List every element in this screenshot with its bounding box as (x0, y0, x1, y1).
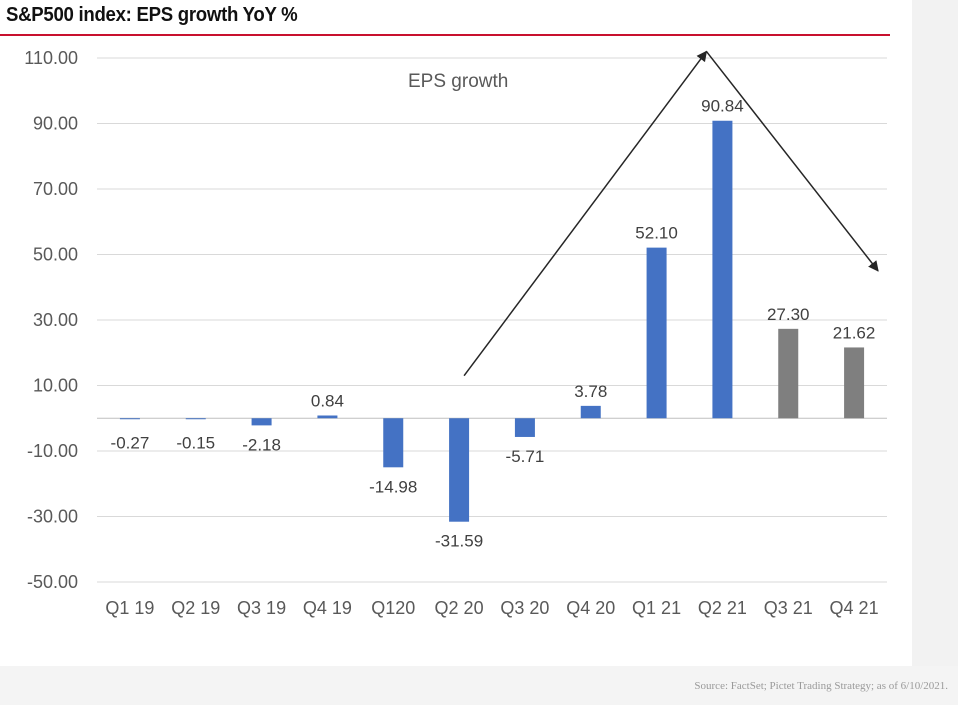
data-label: -14.98 (369, 477, 417, 496)
trend-arrows (463, 50, 879, 377)
bar-q2-21 (712, 120, 733, 419)
bar-q4-19 (317, 415, 338, 419)
trend-arrow-down (705, 50, 879, 272)
y-axis-ticks: 110.00 90.00 70.00 50.00 30.00 10.00 -10.00 -30… (24, 48, 78, 592)
y-tick-label: 110.00 (24, 48, 78, 68)
x-tick-label: Q1 21 (632, 598, 681, 618)
x-tick-label: Q1 19 (105, 598, 154, 618)
source-note: Source: FactSet; Pictet Trading Strategy… (694, 680, 948, 692)
y-tick-label: 30.00 (33, 310, 78, 330)
bar-q1-19 (119, 418, 140, 420)
data-label: -0.15 (176, 433, 215, 452)
bar-q4-20 (580, 405, 601, 419)
bar-q3-19 (251, 418, 272, 426)
y-tick-label: 50.00 (33, 245, 78, 265)
data-labels: -0.27 -0.15 -2.18 0.84 -14.98 -31.59 -5.71 3.78… (111, 97, 876, 551)
gridlines (97, 57, 887, 583)
y-tick-label: -10.00 (27, 441, 78, 461)
data-label: 90.84 (701, 97, 744, 116)
data-label: -5.71 (506, 447, 545, 466)
x-tick-label: Q2 19 (171, 598, 220, 618)
y-tick-label: 10.00 (33, 376, 78, 396)
x-tick-label: Q3 19 (237, 598, 286, 618)
bar-q2-20 (449, 418, 470, 522)
y-tick-label: 70.00 (33, 179, 78, 199)
eps-growth-bar-chart: 110.00 90.00 70.00 50.00 30.00 10.00 -10.00 -30… (24, 48, 887, 618)
x-tick-label: Q2 20 (435, 598, 484, 618)
x-tick-label: Q3 21 (764, 598, 813, 618)
bar-q1-21 (646, 247, 667, 419)
title-underline (0, 34, 890, 36)
data-label: 21.62 (833, 323, 876, 342)
y-tick-label: 90.00 (33, 114, 78, 134)
x-tick-label: Q4 19 (303, 598, 352, 618)
data-label: -31.59 (435, 532, 483, 551)
bar-q3-20 (514, 418, 535, 437)
data-label: -0.27 (111, 433, 150, 452)
bar-q3-21 (778, 328, 799, 419)
trend-arrow-up (463, 50, 708, 377)
x-tick-label: Q2 21 (698, 598, 747, 618)
page-title: S&P500 index: EPS growth YoY % (6, 4, 298, 26)
bar-q2-19 (185, 418, 206, 420)
data-label: 52.10 (635, 224, 678, 243)
footer-bar (0, 666, 958, 705)
data-label: 27.30 (767, 305, 810, 324)
bars (119, 120, 865, 522)
data-label: -2.18 (242, 435, 281, 454)
chart-annotation: EPS growth (408, 71, 508, 92)
data-label: 0.84 (311, 391, 344, 410)
x-tick-label: Q120 (371, 598, 415, 618)
x-tick-label: Q4 21 (830, 598, 879, 618)
y-tick-label: -50.00 (27, 572, 78, 592)
data-label: 3.78 (574, 382, 607, 401)
right-margin-panel (912, 0, 958, 705)
x-tick-label: Q4 20 (566, 598, 615, 618)
bar-q120 (383, 418, 404, 468)
y-tick-label: -30.00 (27, 507, 78, 527)
x-axis-ticks: Q1 19 Q2 19 Q3 19 Q4 19 Q120 Q2 20 Q3 20 Q4 20 Q… (105, 598, 878, 618)
x-tick-label: Q3 20 (500, 598, 549, 618)
bar-q4-21 (844, 347, 865, 419)
